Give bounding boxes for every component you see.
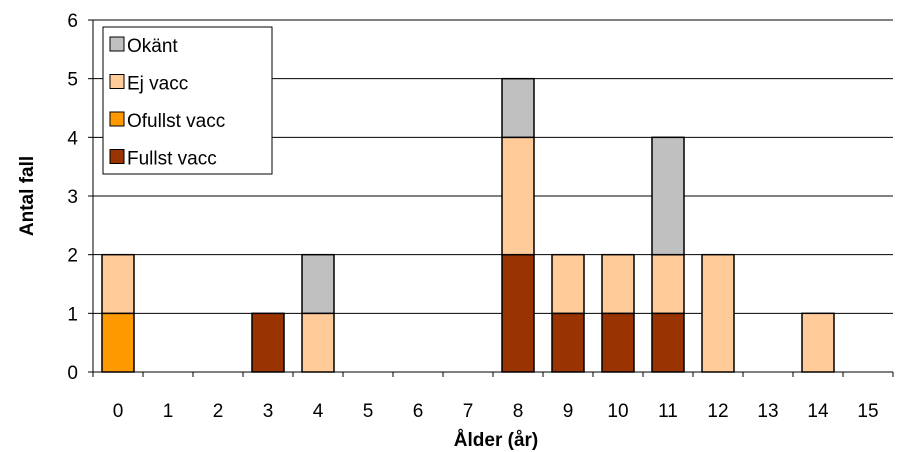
bar-0-series-1 — [101, 312, 135, 373]
bars — [101, 77, 835, 373]
axes — [88, 19, 894, 377]
bar-8-series-0 — [501, 253, 535, 373]
bar-0-series-2 — [101, 253, 135, 315]
legend-swatch — [109, 149, 125, 164]
bar-9-series-2 — [551, 253, 585, 315]
x-tick-label: 15 — [857, 401, 878, 422]
legend-label: Ej vacc — [127, 74, 188, 95]
y-tick-label: 0 — [67, 363, 78, 384]
y-tick-label: 1 — [67, 304, 78, 325]
x-axis-title: Ålder (år) — [454, 430, 538, 451]
x-tick-label: 11 — [658, 401, 678, 422]
bar-11-series-3 — [651, 136, 685, 256]
y-axis-title: Antal fall — [17, 156, 38, 236]
y-tick-label: 5 — [67, 70, 78, 91]
bar-11-series-0 — [651, 312, 685, 373]
bar-11-series-2 — [651, 253, 685, 315]
x-tick-label: 6 — [413, 401, 424, 422]
x-tick-label: 14 — [807, 401, 829, 422]
x-tick-label: 13 — [757, 401, 778, 422]
bar-9-series-0 — [551, 312, 585, 373]
x-tick-label: 8 — [513, 401, 524, 422]
legend-box — [102, 26, 273, 175]
y-tick-label: 4 — [67, 128, 78, 149]
y-tick-label: 6 — [67, 11, 78, 32]
x-tick-label: 5 — [363, 401, 374, 422]
x-tick-label: 7 — [463, 401, 474, 422]
bar-14-series-2 — [801, 312, 835, 373]
x-tick-label: 1 — [163, 401, 174, 422]
bar-8-series-3 — [501, 77, 535, 139]
bar-10-series-2 — [601, 253, 635, 315]
legend-swatch — [109, 111, 125, 127]
y-tick-label: 2 — [67, 246, 78, 267]
bar-4-series-2 — [301, 312, 335, 373]
legend-label: Ofullst vacc — [127, 111, 225, 132]
legend-swatch — [109, 74, 125, 89]
y-tick-label: 3 — [67, 187, 78, 208]
bar-4-series-3 — [301, 253, 335, 315]
bar-12-series-2 — [701, 253, 735, 373]
legend-label: Okänt — [127, 36, 178, 57]
legend-label: Fullst vacc — [127, 149, 217, 170]
x-tick-label: 4 — [313, 401, 324, 422]
x-tick-label: 0 — [113, 401, 124, 422]
x-tick-label: 9 — [563, 401, 574, 422]
x-tick-label: 12 — [707, 401, 728, 422]
x-tick-label: 3 — [263, 401, 274, 422]
legend-swatch — [109, 36, 125, 52]
legend: Okänt Ej vacc Ofullst vacc Fullst vacc — [102, 26, 273, 175]
bar-10-series-0 — [601, 312, 635, 373]
bar-3-series-0 — [251, 312, 285, 373]
x-tick-label: 10 — [607, 401, 628, 422]
bar-8-series-2 — [501, 136, 535, 256]
x-tick-label: 2 — [213, 401, 224, 422]
